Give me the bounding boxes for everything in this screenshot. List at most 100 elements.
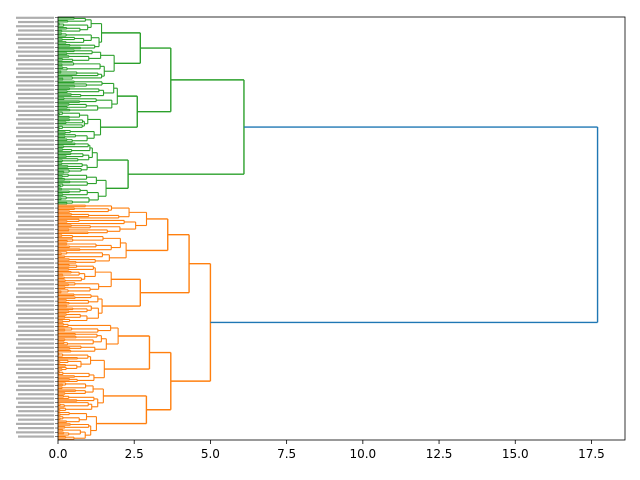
leaf-label-mark: [18, 164, 54, 167]
leaf-label-mark: [16, 431, 54, 434]
leaf-label-mark: [18, 20, 54, 24]
leaf-label-mark: [18, 308, 54, 311]
leaf-label-mark: [18, 80, 54, 83]
leaf-label-mark: [18, 223, 54, 227]
leaf-label-mark: [16, 152, 54, 155]
leaf-label-mark: [16, 33, 54, 36]
leaf-label-mark: [16, 16, 54, 19]
leaf-label-mark: [16, 101, 54, 104]
x-tick-label: 15.0: [502, 447, 529, 461]
leaf-label-mark: [18, 240, 54, 244]
x-tick-label: 0.0: [48, 447, 67, 461]
leaf-label-mark: [18, 333, 54, 337]
leaf-label-mark: [18, 37, 54, 41]
leaf-label-mark: [18, 54, 54, 57]
leaf-label-mark: [18, 207, 54, 210]
leaf-label-mark: [16, 270, 54, 273]
leaf-label-mark: [18, 173, 54, 176]
leaf-label-mark: [16, 92, 54, 96]
leaf-label-mark: [16, 75, 54, 79]
leaf-label-mark: [18, 376, 54, 379]
leaf-label-mark: [16, 42, 54, 45]
leaf-label-mark: [16, 211, 54, 214]
leaf-label-mark: [18, 300, 54, 303]
leaf-label-mark: [18, 122, 54, 125]
leaf-label-mark: [18, 435, 54, 438]
leaf-label-mark: [18, 291, 54, 294]
leaf-label-mark: [16, 245, 54, 248]
leaf-label-mark: [16, 422, 54, 425]
leaf-label-mark: [16, 287, 54, 290]
leaf-label-mark: [18, 198, 54, 201]
leaf-label-mark: [18, 190, 54, 193]
leaf-label-mark: [16, 312, 54, 316]
leaf-label-mark: [16, 304, 54, 307]
x-tick-label: 7.5: [277, 447, 296, 461]
leaf-label-mark: [18, 147, 54, 151]
x-tick-label: 17.5: [578, 447, 605, 461]
leaf-label-mark: [18, 359, 54, 362]
leaf-label-mark: [16, 185, 54, 189]
leaf-label-mark: [18, 88, 54, 91]
leaf-label-mark: [16, 380, 54, 383]
leaf-label-mark: [16, 84, 54, 87]
leaf-label-mark: [18, 113, 54, 117]
leaf-label-mark: [18, 257, 54, 261]
leaf-label-mark: [16, 160, 54, 163]
leaf-label-mark: [18, 97, 54, 100]
x-tick-label: 2.5: [125, 447, 144, 461]
leaf-label-mark: [16, 262, 54, 265]
leaf-label-mark: [16, 329, 54, 332]
leaf-label-mark: [16, 346, 54, 349]
leaf-label-mark: [18, 29, 54, 32]
leaf-label-mark: [18, 317, 54, 320]
leaf-label-mark: [16, 135, 54, 138]
leaf-label-mark: [16, 363, 54, 366]
leaf-label-mark: [16, 25, 54, 28]
leaf-label-mark: [18, 410, 54, 413]
leaf-label-mark: [16, 50, 54, 53]
leaf-label-mark: [18, 46, 54, 49]
leaf-label-mark: [18, 105, 54, 108]
x-axis: 0.0 2.5 5.0 7.5 10.0 12.5 15.0 17.5: [48, 440, 605, 461]
leaf-label-mark: [16, 109, 54, 112]
leaf-label-mark: [16, 338, 54, 341]
leaf-label-mark: [18, 139, 54, 142]
leaf-label-mark: [18, 350, 54, 354]
leaf-label-mark: [16, 59, 54, 62]
leaf-label-mark: [18, 156, 54, 159]
leaf-lines-layer: [58, 17, 148, 440]
plot-frame: [57, 16, 626, 441]
leaf-label-mark: [18, 418, 54, 421]
x-tick-label: 10.0: [349, 447, 376, 461]
leaf-label-mark: [16, 67, 54, 70]
leaf-label-mark: [16, 355, 54, 358]
leaf-label-mark: [16, 414, 54, 417]
leaf-label-mark: [18, 130, 54, 134]
leaf-label-mark: [16, 372, 54, 375]
leaf-label-mark: [16, 118, 54, 121]
leaf-label-mark: [16, 194, 54, 197]
leaf-label-mark: [18, 232, 54, 235]
leaf-label-mark: [16, 295, 54, 299]
leaf-label-mark: [18, 325, 54, 328]
leaf-label-mark: [18, 63, 54, 66]
leaf-label-mark: [16, 236, 54, 239]
leaf-label-mark: [16, 278, 54, 282]
leaf-label-mark: [18, 249, 54, 252]
leaf-label-mark: [16, 219, 54, 222]
leaf-labels: [16, 16, 58, 438]
leaf-label-mark: [18, 367, 54, 370]
x-tick-label: 5.0: [201, 447, 220, 461]
leaf-label-mark: [18, 266, 54, 269]
leaf-label-mark: [18, 215, 54, 218]
leaf-label-mark: [16, 397, 54, 400]
leaf-label-mark: [18, 393, 54, 396]
leaf-label-mark: [16, 143, 54, 146]
leaf-label-mark: [18, 283, 54, 286]
leaf-label-mark: [16, 177, 54, 180]
leaf-label-mark: [16, 202, 54, 206]
leaf-label-mark: [18, 384, 54, 387]
leaf-label-mark: [16, 253, 54, 256]
